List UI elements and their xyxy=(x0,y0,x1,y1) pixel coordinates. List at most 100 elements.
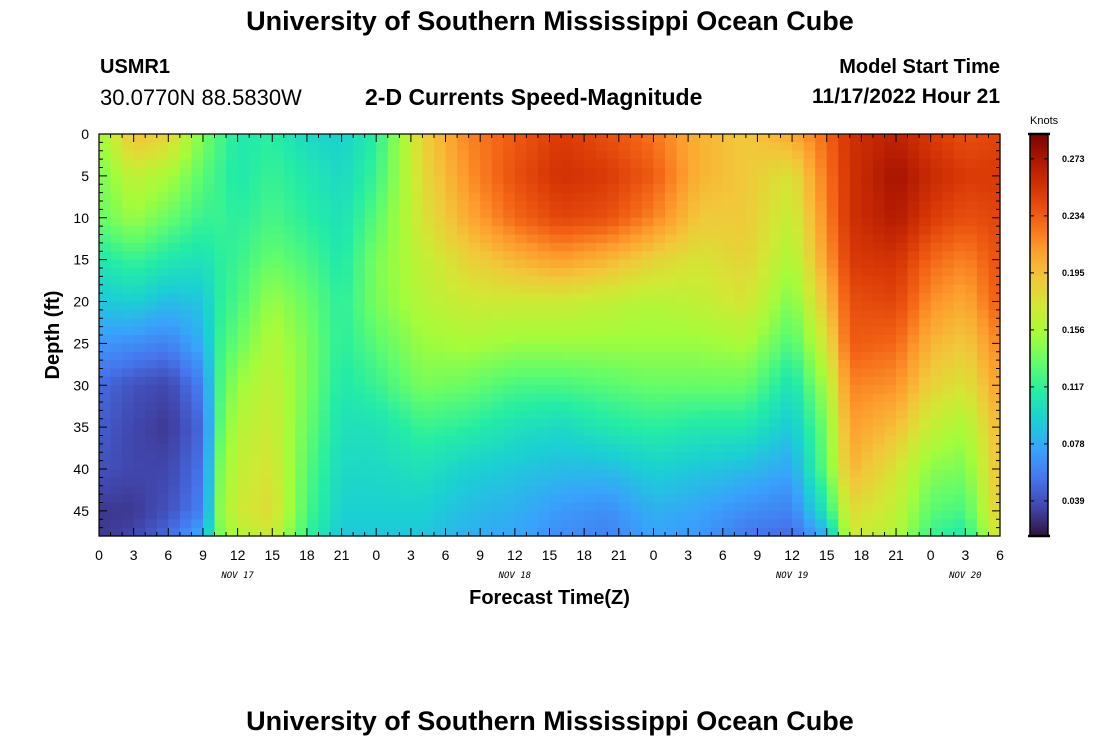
heatmap-cell xyxy=(433,167,447,177)
heatmap-cell xyxy=(99,343,112,353)
heatmap-cell xyxy=(99,309,112,319)
heatmap-cell xyxy=(99,452,112,462)
heatmap-cell xyxy=(942,485,955,495)
heatmap-cell xyxy=(780,326,793,336)
heatmap-cell xyxy=(607,251,620,261)
heatmap-cell xyxy=(399,201,412,210)
heatmap-cell xyxy=(768,318,782,328)
heatmap-cell xyxy=(237,242,250,252)
x-tick-label: 3 xyxy=(407,547,415,563)
heatmap-cell xyxy=(826,175,839,185)
heatmap-cell xyxy=(249,410,262,420)
heatmap-cell xyxy=(514,343,527,353)
heatmap-cell xyxy=(468,418,481,428)
heatmap-cell xyxy=(179,477,193,487)
heatmap-cell xyxy=(849,477,862,487)
heatmap-cell xyxy=(122,485,135,495)
heatmap-cell xyxy=(734,376,747,386)
heatmap-cell xyxy=(249,443,262,453)
heatmap-cell xyxy=(884,234,897,244)
heatmap-cell xyxy=(272,309,285,319)
heatmap-cell xyxy=(872,477,886,487)
heatmap-cell xyxy=(595,435,608,445)
heatmap-cell xyxy=(792,201,805,210)
heatmap-cell xyxy=(364,351,377,361)
heatmap-cell xyxy=(433,209,447,219)
heatmap-cell xyxy=(942,259,955,269)
heatmap-cell xyxy=(665,234,678,244)
heatmap-cell xyxy=(457,276,470,286)
heatmap-cell xyxy=(306,226,320,236)
heatmap-cell xyxy=(768,485,782,495)
heatmap-cell xyxy=(526,376,539,386)
heatmap-cell xyxy=(480,251,493,261)
heatmap-cell xyxy=(676,494,689,504)
heatmap-cell xyxy=(156,469,169,478)
heatmap-cell xyxy=(976,134,990,143)
heatmap-cell xyxy=(584,410,597,420)
heatmap-cell xyxy=(572,326,585,336)
heatmap-cell xyxy=(572,393,585,403)
heatmap-cell xyxy=(641,134,655,143)
heatmap-cell xyxy=(110,234,123,244)
heatmap-cell xyxy=(491,134,504,143)
heatmap-cell xyxy=(376,234,389,244)
heatmap-cell xyxy=(838,418,851,428)
heatmap-cell xyxy=(410,410,424,420)
heatmap-cell xyxy=(410,368,424,378)
heatmap-cell xyxy=(930,318,943,328)
heatmap-cell xyxy=(122,276,135,286)
heatmap-cell xyxy=(376,184,389,194)
heatmap-cell xyxy=(468,326,481,336)
heatmap-cell xyxy=(526,242,539,252)
heatmap-cell xyxy=(676,167,689,177)
heatmap-cell xyxy=(318,351,331,361)
heatmap-cell xyxy=(884,519,897,529)
heatmap-cell xyxy=(445,494,458,504)
heatmap-cell xyxy=(306,452,320,462)
heatmap-cell xyxy=(930,519,943,529)
heatmap-cell xyxy=(168,251,181,261)
heatmap-cell xyxy=(491,167,504,177)
heatmap-cell xyxy=(688,519,701,529)
heatmap-cell xyxy=(561,184,574,194)
heatmap-cell xyxy=(341,418,354,428)
heatmap-cell xyxy=(514,301,527,311)
heatmap-cell xyxy=(838,519,851,529)
heatmap-cell xyxy=(641,309,655,319)
heatmap-cell xyxy=(711,435,724,445)
heatmap-cell xyxy=(537,309,551,319)
heatmap-cell xyxy=(768,134,782,143)
heatmap-cell xyxy=(849,510,862,520)
heatmap-cell xyxy=(399,435,412,445)
heatmap-cell xyxy=(930,226,943,236)
heatmap-cell xyxy=(99,368,112,378)
heatmap-cell xyxy=(584,268,597,277)
heatmap-cell xyxy=(364,259,377,269)
heatmap-cell xyxy=(953,209,966,219)
heatmap-cell xyxy=(584,192,597,202)
heatmap-cell xyxy=(514,309,527,319)
heatmap-cell xyxy=(306,360,320,370)
heatmap-cell xyxy=(780,234,793,244)
heatmap-cell xyxy=(919,184,932,194)
heatmap-cell xyxy=(688,410,701,420)
heatmap-cell xyxy=(168,259,181,269)
heatmap-cell xyxy=(930,360,943,370)
heatmap-cell xyxy=(549,284,562,294)
heatmap-cell xyxy=(410,485,424,495)
heatmap-cell xyxy=(295,527,308,537)
heatmap-cell xyxy=(422,234,435,244)
heatmap-cell xyxy=(99,335,112,344)
heatmap-cell xyxy=(514,335,527,344)
heatmap-cell xyxy=(249,469,262,478)
heatmap-cell xyxy=(272,393,285,403)
heatmap-cell xyxy=(838,251,851,261)
heatmap-cell xyxy=(214,184,227,194)
heatmap-cell xyxy=(457,209,470,219)
heatmap-cell xyxy=(884,301,897,311)
heatmap-cell xyxy=(942,452,955,462)
heatmap-cell xyxy=(630,402,643,411)
heatmap-cell xyxy=(734,335,747,344)
heatmap-cell xyxy=(122,242,135,252)
